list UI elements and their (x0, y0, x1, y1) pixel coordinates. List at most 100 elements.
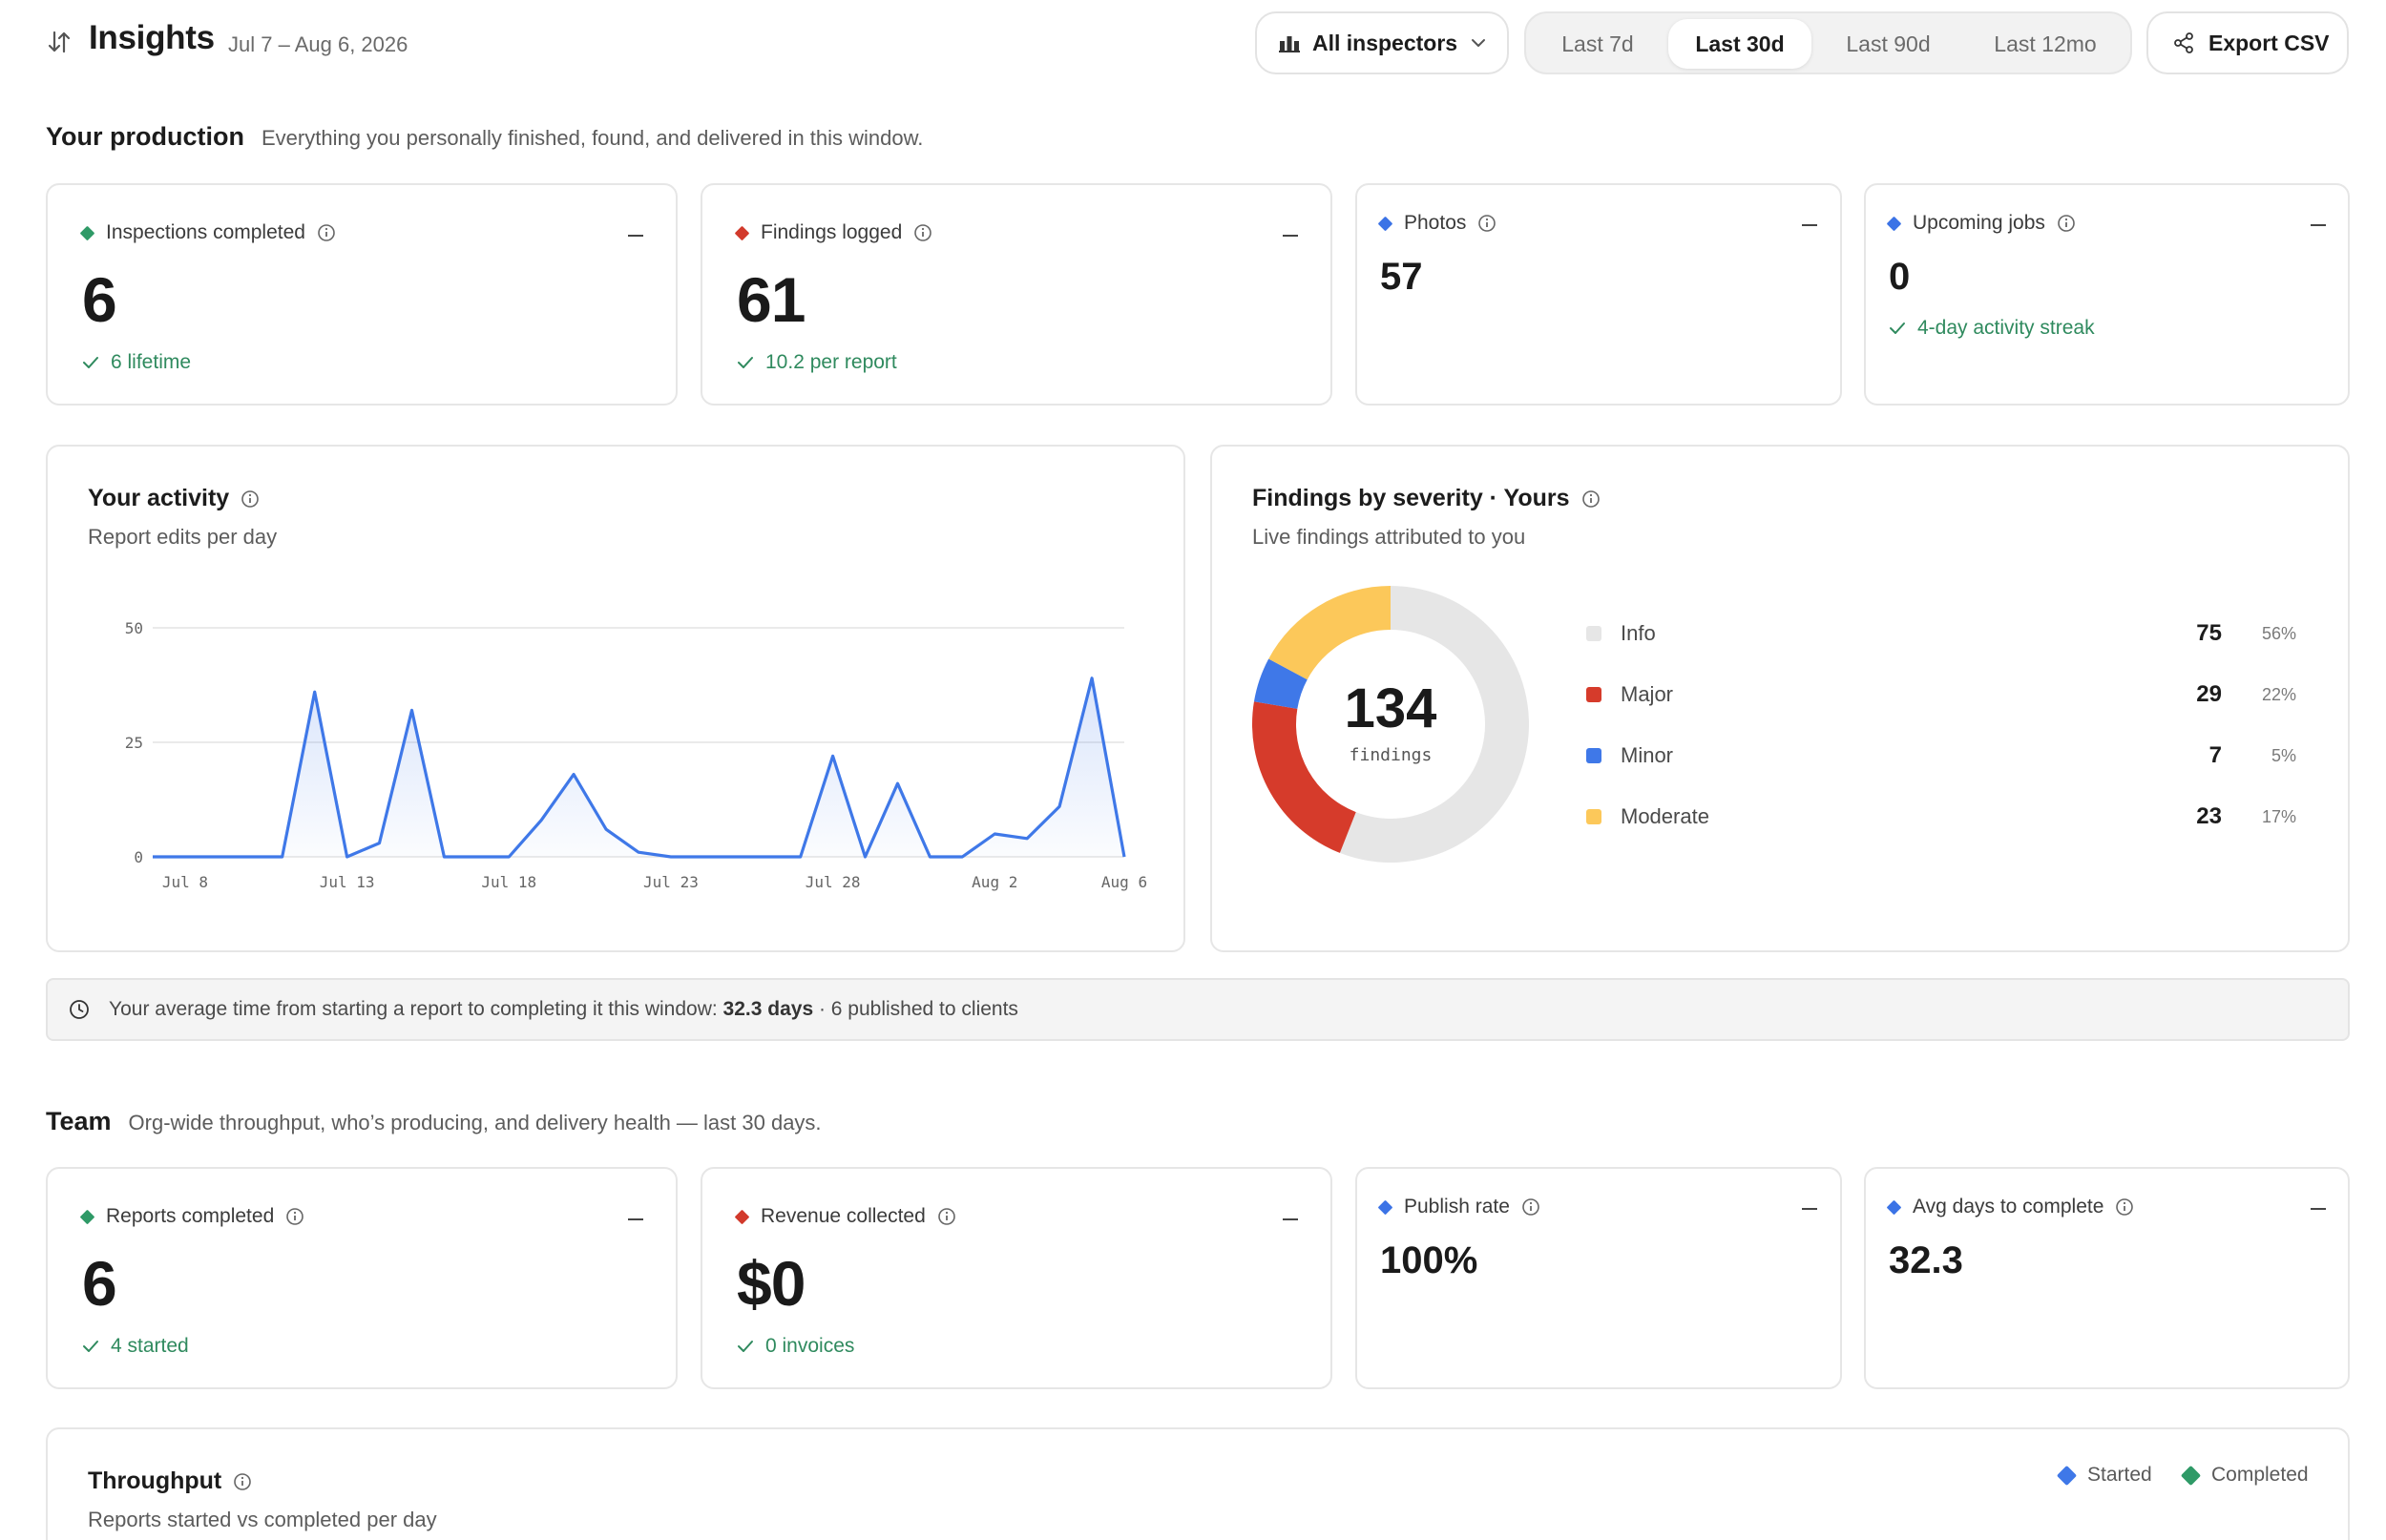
legend-value: 75 (2196, 620, 2222, 646)
legend-name: Minor (1621, 743, 1674, 767)
kpi-sub: 4-day activity streak (1889, 317, 2095, 340)
donut-slice-major[interactable] (1252, 701, 1356, 853)
range-option-12mo[interactable]: Last 12mo (1994, 31, 2097, 56)
info-icon[interactable] (285, 1207, 304, 1226)
activity-subtitle: Report edits per day (88, 525, 278, 549)
team-description: Org-wide throughput, who’s producing, an… (128, 1111, 822, 1134)
kpi-value: 61 (737, 264, 806, 335)
check-icon (1890, 323, 1905, 334)
note-suffix: · 6 published to clients (818, 998, 1018, 1020)
sort-icon[interactable] (46, 29, 73, 55)
info-icon[interactable] (1581, 489, 1601, 509)
legend-name: Major (1621, 682, 1674, 706)
legend-value: 23 (2196, 803, 2222, 829)
info-icon[interactable] (2057, 214, 2076, 233)
legend-pct: 17% (2261, 806, 2296, 826)
production-description: Everything you personally finished, foun… (261, 126, 924, 150)
x-tick-label: Jul 28 (806, 873, 861, 891)
activity-area (153, 677, 1124, 857)
info-icon[interactable] (317, 223, 336, 242)
legend-name: Moderate (1621, 804, 1709, 828)
kpi-value: 57 (1380, 256, 1423, 298)
kpi-sub-text: 6 lifetime (111, 351, 192, 373)
info-icon[interactable] (241, 489, 260, 509)
kpi-card-findings-logged: Findings logged 61 10.2 per report (701, 183, 1332, 406)
legend-item-info: Info 75 56% (1586, 614, 2296, 653)
legend-value: 29 (2196, 681, 2222, 707)
collapse-icon[interactable] (2311, 1208, 2326, 1210)
kpi-label: Avg days to complete (1886, 1196, 2134, 1218)
note-highlight: 32.3 days (722, 998, 814, 1020)
kpi-label: Revenue collected (734, 1205, 956, 1228)
team-section-header: Team Org-wide throughput, who’s producin… (46, 1107, 822, 1136)
status-dot (1377, 216, 1393, 231)
donut-slice-moderate[interactable] (1268, 586, 1391, 680)
collapse-icon[interactable] (1283, 1218, 1298, 1220)
info-icon[interactable] (233, 1472, 252, 1491)
legend-swatch (1586, 748, 1601, 763)
kpi-label: Reports completed (79, 1205, 304, 1228)
severity-title: Findings by severity · Yours (1252, 485, 1601, 512)
status-dot (79, 1209, 95, 1224)
kpi-label-text: Inspections completed (106, 221, 305, 243)
activity-title-text: Your activity (88, 485, 230, 511)
collapse-icon[interactable] (2311, 224, 2326, 226)
collapse-icon[interactable] (1802, 1208, 1817, 1210)
collapse-icon[interactable] (1283, 235, 1298, 237)
donut-total-label: findings (1350, 745, 1433, 765)
donut-slice-info[interactable] (1339, 586, 1529, 863)
kpi-sub-text: 10.2 per report (765, 351, 897, 373)
severity-subtitle: Live findings attributed to you (1252, 525, 1526, 549)
x-tick-label: Jul 8 (162, 873, 208, 891)
legend-item-completed: Completed (2180, 1464, 2309, 1487)
inspector-filter-dropdown[interactable]: All inspectors (1255, 11, 1509, 74)
status-dot (734, 225, 750, 240)
y-tick-label: 0 (134, 848, 143, 866)
donut-slice-minor[interactable] (1253, 658, 1308, 709)
range-option-90d[interactable]: Last 90d (1846, 31, 1931, 56)
info-icon[interactable] (1477, 214, 1496, 233)
x-tick-label: Aug 6 (1101, 873, 1147, 891)
collapse-icon[interactable] (628, 235, 643, 237)
range-option-30d[interactable]: Last 30d (1668, 19, 1811, 69)
range-option-7d[interactable]: Last 7d (1561, 31, 1634, 56)
y-tick-label: 50 (125, 619, 143, 637)
status-dot (1886, 1199, 1902, 1215)
info-icon[interactable] (1521, 1197, 1540, 1217)
note-prefix: Your average time from starting a report… (109, 998, 718, 1020)
kpi-card-reports-completed: Reports completed 6 4 started (46, 1167, 678, 1389)
legend-name: Completed (2211, 1464, 2309, 1486)
collapse-icon[interactable] (1802, 224, 1817, 226)
kpi-label-text: Photos (1404, 212, 1467, 234)
legend-name: Info (1621, 621, 1656, 645)
legend-item-minor: Minor 7 5% (1586, 737, 2296, 775)
legend-marker (2056, 1465, 2078, 1486)
info-icon[interactable] (913, 223, 932, 242)
info-icon[interactable] (937, 1207, 956, 1226)
kpi-label-text: Reports completed (106, 1205, 275, 1227)
average-time-note: Your average time from starting a report… (46, 978, 2350, 1041)
export-csv-label: Export CSV (2208, 30, 2330, 55)
clock-icon (70, 1000, 89, 1019)
activity-line (153, 676, 1126, 859)
kpi-card-upcoming-jobs: Upcoming jobs 0 4-day activity streak (1864, 183, 2350, 406)
kpi-label-text: Publish rate (1404, 1196, 1510, 1217)
kpi-label: Inspections completed (79, 221, 336, 244)
check-icon (738, 357, 753, 368)
kpi-label-text: Upcoming jobs (1913, 212, 2045, 234)
kpi-value: 6 (82, 1248, 117, 1319)
activity-panel: Your activity Report edits per day (46, 445, 1185, 952)
kpi-label-text: Revenue collected (761, 1205, 926, 1227)
kpi-card-avg-days: Avg days to complete 32.3 (1864, 1167, 2350, 1389)
info-icon[interactable] (2115, 1197, 2134, 1217)
kpi-sub-text: 0 invoices (765, 1335, 855, 1357)
status-dot (1377, 1199, 1393, 1215)
kpi-sub: 6 lifetime (82, 351, 191, 374)
kpi-card-inspections-completed: Inspections completed 6 6 lifetime (46, 183, 678, 406)
page-title: Insights (89, 19, 215, 56)
collapse-icon[interactable] (628, 1218, 643, 1220)
export-csv-button[interactable]: Export CSV (2146, 11, 2349, 74)
production-title: Your production (46, 122, 244, 151)
kpi-sub: 0 invoices (737, 1335, 854, 1358)
check-icon (738, 1341, 753, 1352)
